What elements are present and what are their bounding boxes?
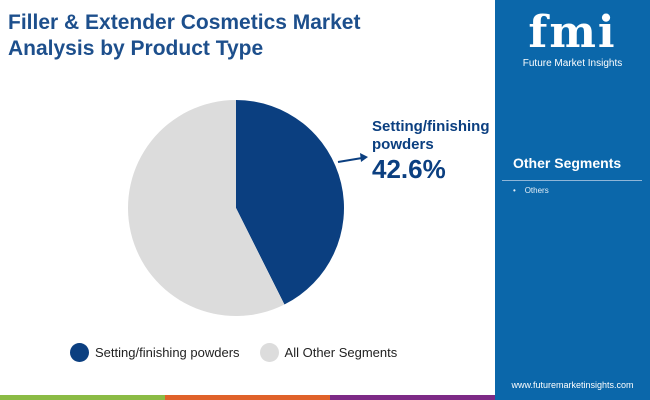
footer-color-bar bbox=[0, 395, 495, 400]
segment-item: Others bbox=[524, 186, 549, 195]
legend-swatch bbox=[259, 343, 279, 362]
chart-title: Filler & Extender Cosmetics Market Analy… bbox=[8, 11, 361, 60]
footer-bar-green bbox=[0, 395, 165, 400]
footer-bar-orange bbox=[165, 395, 330, 400]
legend-item: Setting/finishing powders bbox=[70, 343, 240, 362]
fmi-logo: fmi Future Market Insights bbox=[495, 7, 650, 70]
legend: Setting/finishing powders All Other Segm… bbox=[70, 343, 417, 362]
pie-slice-1 bbox=[127, 100, 285, 317]
logo-brand: Future Market Insights bbox=[522, 58, 623, 69]
callout-label: Setting/finishing powders bbox=[372, 118, 490, 153]
callout-line bbox=[337, 157, 363, 163]
pie-slice-0 bbox=[236, 100, 344, 305]
legend-label: Setting/finishing powders bbox=[95, 345, 240, 360]
website-link[interactable]: www.futuremarketinsights.com bbox=[511, 380, 634, 390]
legend-item: All Other Segments bbox=[259, 343, 398, 362]
sidebar: fmi Future Market Insights Other Segment… bbox=[495, 0, 650, 400]
slice-callout: Setting/finishing powders 42.6% bbox=[372, 118, 502, 184]
legend-swatch bbox=[70, 343, 89, 362]
divider bbox=[502, 180, 642, 181]
pie-chart bbox=[127, 100, 368, 317]
callout-value: 42.6% bbox=[372, 154, 446, 184]
footer-bar-purple bbox=[330, 395, 495, 400]
callout-arrow-icon bbox=[360, 153, 368, 162]
legend-label: All Other Segments bbox=[284, 345, 398, 360]
segments-list: • Others bbox=[513, 186, 549, 195]
logo-mark: fmi bbox=[528, 7, 617, 58]
other-segments-title: Other Segments bbox=[513, 155, 622, 171]
